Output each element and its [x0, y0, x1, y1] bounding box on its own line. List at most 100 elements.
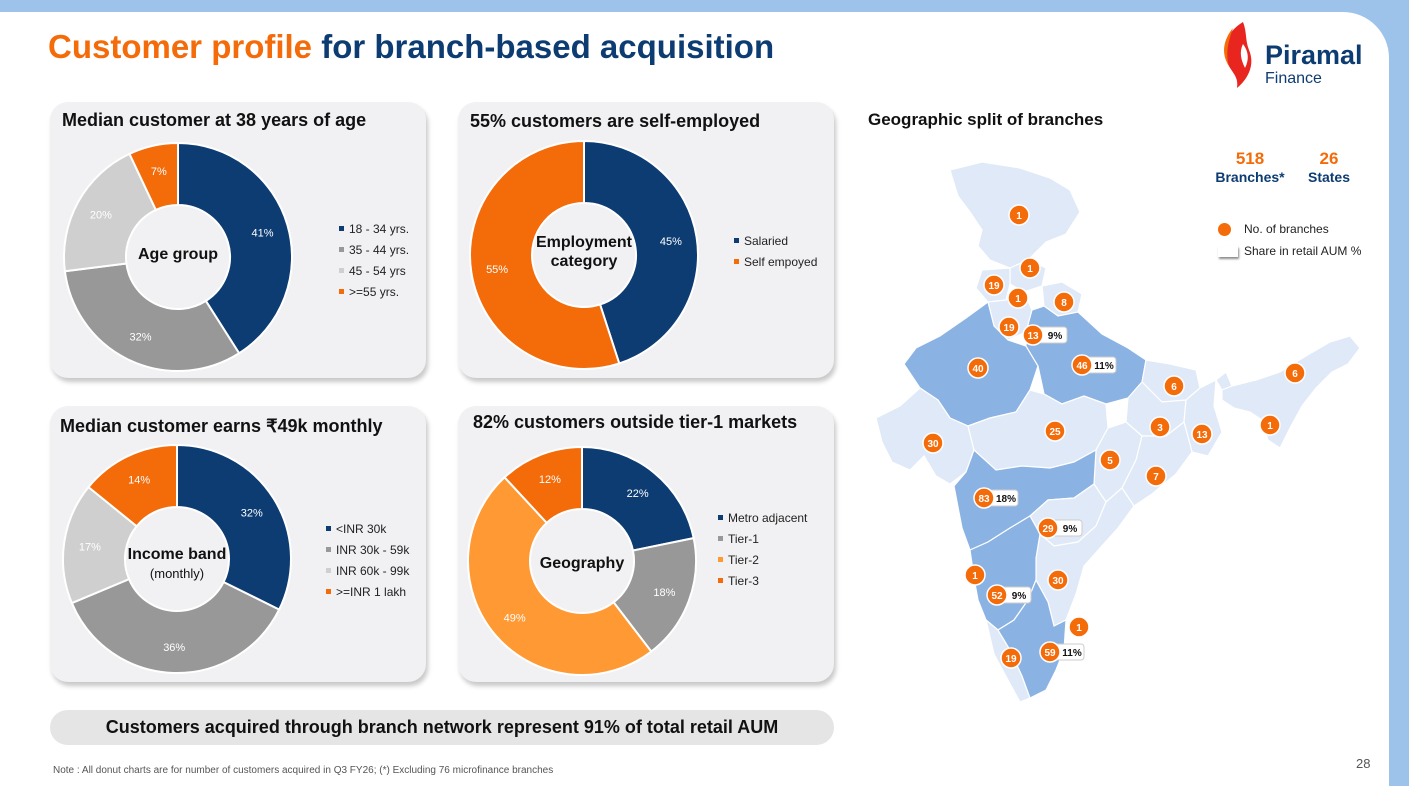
branch-count-label: 59 [1044, 648, 1056, 659]
age-legend-swatch [339, 289, 344, 294]
title-highlight: Customer profile [48, 28, 313, 65]
income-slice-label-2: 17% [79, 541, 101, 553]
region-northeast [1221, 335, 1361, 449]
aum-share-label: 9% [1048, 331, 1063, 342]
income-legend-swatch [326, 589, 331, 594]
employment-legend-label: Self empoyed [744, 254, 818, 269]
age-slice-label-1: 32% [130, 332, 152, 344]
geography-donut-center-label: Geography [522, 554, 642, 573]
branch-count-label: 25 [1049, 427, 1061, 438]
geography-legend-swatch [718, 536, 723, 541]
age-legend-label: 35 - 44 yrs. [349, 242, 410, 257]
branch-count-label: 13 [1196, 430, 1208, 441]
branch-dot [922, 432, 944, 454]
branch-dot [1191, 423, 1213, 445]
branch-marker: 9% 52 [986, 584, 1032, 606]
branch-marker: 25 [1044, 420, 1066, 442]
branch-dot [998, 316, 1020, 338]
map-regions [875, 161, 1361, 703]
income-donut-center-label: Income band (monthly) [117, 545, 237, 583]
age-legend-swatch [339, 268, 344, 273]
map-legend-share-label: Share in retail AUM % [1244, 244, 1362, 258]
branch-marker: 9% 13 [1022, 324, 1068, 346]
branch-dot [1044, 420, 1066, 442]
employment-legend-item: Salaried [734, 230, 817, 251]
aum-share-label: 11% [1062, 648, 1082, 659]
geography-legend-item: Tier-2 [718, 549, 807, 570]
income-legend-swatch [326, 568, 331, 573]
age-legend: 18 - 34 yrs. 35 - 44 yrs. 45 - 54 yrs >=55 … [339, 218, 409, 302]
income-card: Median customer earns ₹49k monthly 32% 36… [50, 406, 426, 682]
age-legend-label: 45 - 54 yrs [349, 263, 406, 278]
map-legend-share: Share in retail AUM % [1218, 240, 1361, 262]
employment-slice-label-1: 55% [486, 264, 508, 276]
income-legend-label: <INR 30k [336, 521, 387, 536]
income-slice-label-0: 32% [241, 508, 263, 520]
geography-legend-swatch [718, 578, 723, 583]
branch-dot [1000, 647, 1022, 669]
aum-share-label: 9% [1012, 591, 1027, 602]
geography-center-text: Geography [539, 555, 625, 572]
branch-dot [1284, 362, 1306, 384]
branch-count-label: 40 [972, 364, 984, 375]
branch-dot [1007, 287, 1029, 309]
age-slice-label-3: 7% [151, 166, 167, 178]
branch-dot [1039, 641, 1061, 663]
branch-marker: 7 [1145, 465, 1167, 487]
age-slice-label-2: 20% [90, 210, 112, 222]
branch-count-label: 6 [1171, 382, 1177, 393]
income-legend-label: >=INR 1 lakh [336, 584, 407, 599]
logo-name: Piramal [1265, 40, 1363, 70]
branch-marker: 6 [1163, 375, 1185, 397]
geography-slice-label-0: 22% [627, 488, 649, 500]
branch-dot [1053, 291, 1075, 313]
employment-center-line1: Employment [535, 234, 632, 251]
income-legend-swatch [326, 547, 331, 552]
branch-dot [1099, 449, 1121, 471]
employment-legend-label: Salaried [744, 233, 789, 248]
branch-marker: 5 [1099, 449, 1121, 471]
income-legend-label: INR 30k - 59k [336, 542, 410, 557]
branch-marker: 11% 46 [1071, 354, 1117, 376]
income-center-text: Income band [127, 546, 227, 563]
branch-count-label: 7 [1153, 472, 1159, 483]
income-legend-item: INR 30k - 59k [326, 539, 409, 560]
geography-legend-label: Tier-3 [728, 573, 759, 588]
employment-slice-0 [583, 139, 699, 365]
geography-slice-label-1: 18% [653, 587, 675, 599]
branch-marker: 8 [1053, 291, 1075, 313]
branch-marker: 11% 59 [1039, 641, 1085, 663]
age-legend-swatch [339, 226, 344, 231]
age-donut-chart: 41% 32% 20% 7% [63, 141, 293, 372]
orange-dot-icon [1218, 222, 1231, 236]
stat-states: 26 States [1306, 149, 1352, 185]
geography-slice-label-3: 12% [539, 474, 561, 486]
branch-count-label: 1 [1267, 421, 1273, 432]
branch-dot [964, 564, 986, 586]
employment-legend-item: Self empoyed [734, 251, 817, 272]
branch-dot [1047, 569, 1069, 591]
income-legend-label: INR 60k - 99k [336, 563, 410, 578]
branch-dot [1019, 257, 1041, 279]
branch-count-label: 6 [1292, 369, 1298, 380]
branch-count-label: 19 [1005, 654, 1017, 665]
branch-dot [1145, 465, 1167, 487]
geography-legend-label: Tier-2 [728, 552, 759, 567]
geography-slice-1 [612, 536, 697, 653]
branch-count-label: 8 [1061, 298, 1067, 309]
age-legend-swatch [339, 247, 344, 252]
branch-count-label: 1 [1076, 623, 1082, 634]
branch-marker: 18% 83 [973, 487, 1019, 509]
branch-count-label: 83 [978, 494, 990, 505]
branch-dot [1071, 354, 1093, 376]
branch-marker: 19 [998, 316, 1020, 338]
age-center-text: Age group [138, 246, 218, 263]
footnote: Note : All donut charts are for number o… [53, 765, 554, 776]
income-legend-item: >=INR 1 lakh [326, 581, 409, 602]
branch-count-label: 1 [1016, 211, 1022, 222]
map-legend-branches: No. of branches [1218, 218, 1361, 240]
branch-count-label: 19 [1003, 323, 1015, 334]
india-map: 1 1 19 1 8 19 9% 13 40 11% 46 6 6 30 25 3 13 1 5 7 18% 83 9% 29… [875, 161, 1361, 703]
branch-count-label: 5 [1107, 456, 1113, 467]
branch-count-label: 30 [927, 439, 939, 450]
